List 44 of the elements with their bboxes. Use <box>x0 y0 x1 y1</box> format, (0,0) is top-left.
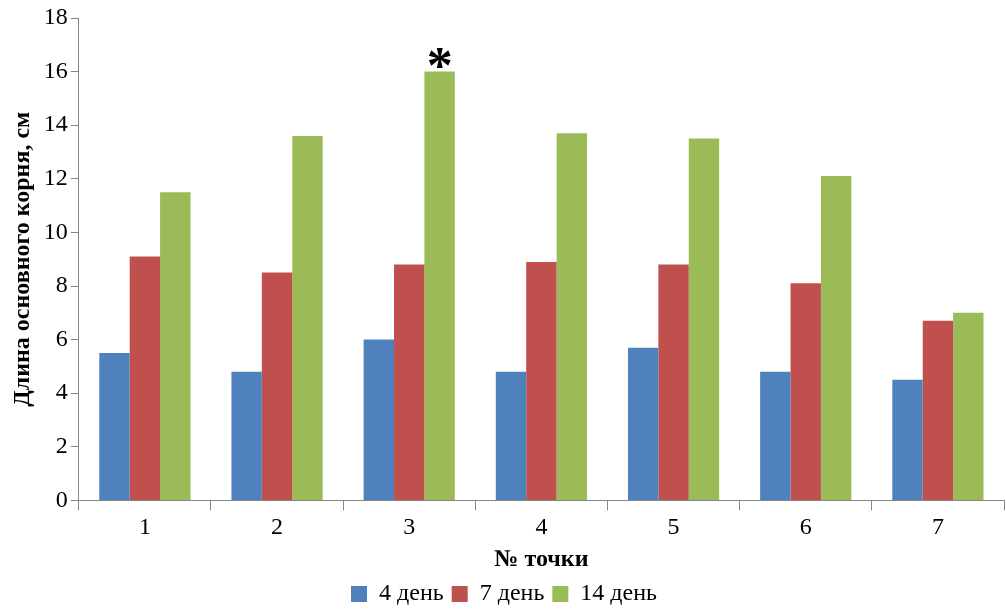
bar <box>394 264 425 500</box>
x-tick-label: 2 <box>271 513 284 540</box>
y-tick-label: 0 <box>55 485 68 512</box>
annotation: * <box>426 37 453 95</box>
x-tick-label: 6 <box>799 513 812 540</box>
y-tick-label: 6 <box>55 324 68 351</box>
x-axis-title: № точки <box>494 544 589 571</box>
bar <box>292 135 323 500</box>
y-tick-label: 14 <box>43 110 68 137</box>
y-tick-label: 4 <box>55 378 68 405</box>
bar <box>953 312 984 500</box>
y-tick-label: 12 <box>43 164 68 191</box>
y-axis-title: Длина основного корня, см <box>7 111 34 407</box>
bar <box>760 371 791 500</box>
y-tick-label: 10 <box>43 217 68 244</box>
legend-label: 14 день <box>580 579 658 606</box>
bar <box>556 133 587 500</box>
bar <box>99 353 130 500</box>
bar <box>424 71 455 500</box>
y-tick-label: 16 <box>43 56 68 83</box>
x-tick-label: 4 <box>535 513 548 540</box>
x-tick-label: 3 <box>403 513 416 540</box>
bar <box>495 371 527 500</box>
y-tick-label: 18 <box>43 3 68 30</box>
x-tick-label: 1 <box>138 513 151 540</box>
bar <box>892 379 923 500</box>
bar <box>526 261 557 500</box>
bar <box>658 264 689 500</box>
y-tick-label: 8 <box>55 271 68 298</box>
bar <box>261 272 293 500</box>
bar <box>688 138 720 500</box>
bar <box>231 371 262 500</box>
bar <box>790 283 821 500</box>
bar <box>363 339 395 500</box>
bar <box>627 347 659 500</box>
legend-label: 4 день <box>379 579 444 606</box>
x-tick-label: 7 <box>931 513 944 540</box>
bar <box>160 192 191 500</box>
bar <box>129 256 161 500</box>
x-tick-label: 5 <box>667 513 680 540</box>
bar <box>820 176 852 500</box>
bar <box>922 320 954 500</box>
legend-label: 7 день <box>479 579 545 606</box>
y-tick-label: 2 <box>55 432 68 459</box>
